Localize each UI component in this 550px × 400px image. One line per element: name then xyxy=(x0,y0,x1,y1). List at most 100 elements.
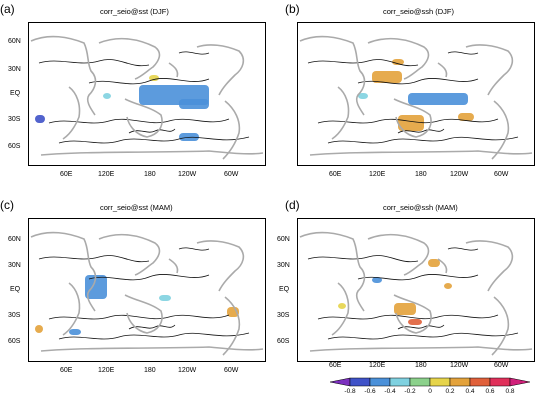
lon-label: 120W xyxy=(178,171,197,178)
correlation-patch xyxy=(179,99,209,109)
correlation-patch xyxy=(69,329,81,335)
contour-line xyxy=(307,59,419,67)
lon-label: 120E xyxy=(98,171,115,178)
colorbar-tick: 0.8 xyxy=(505,388,515,395)
lon-label: 60E xyxy=(60,171,73,178)
colorbar-tick: -0.8 xyxy=(344,388,356,395)
correlation-patch xyxy=(372,277,382,283)
contour-line xyxy=(317,314,499,320)
correlation-patch xyxy=(408,93,468,105)
coastline xyxy=(40,150,264,156)
coastline xyxy=(437,258,448,274)
lon-label: 60E xyxy=(60,367,73,374)
map-frame xyxy=(297,218,535,362)
map-svg xyxy=(30,231,264,356)
lat-label: EQ xyxy=(10,286,21,293)
colorbar-swatch xyxy=(369,377,391,387)
contour-line xyxy=(397,324,445,330)
colorbar-swatch xyxy=(389,377,411,387)
lat-label: EQ xyxy=(279,286,290,293)
correlation-patch xyxy=(358,93,368,99)
colorbar-tick: 0.4 xyxy=(465,388,475,395)
coastline xyxy=(491,296,510,356)
colorbar-swatch xyxy=(449,377,471,387)
coastline xyxy=(124,98,163,138)
lat-label: 60N xyxy=(8,38,21,45)
lat-label: 30S xyxy=(8,312,21,319)
lat-label: 60S xyxy=(8,338,21,345)
lon-label: 60W xyxy=(494,171,509,178)
coastline xyxy=(491,100,510,160)
map-svg xyxy=(30,35,264,160)
lat-label: 60N xyxy=(277,236,290,243)
coastline xyxy=(309,150,533,156)
coastline xyxy=(299,35,366,116)
coastline xyxy=(393,294,432,334)
contour-line xyxy=(447,51,479,55)
panel-c: (c) corr_seio@sst (MAM) 60N 30N EQ 30S 6… xyxy=(0,196,270,386)
panel-b: (b) corr_seio@ssh (DJF) 60E 120E 180 120… xyxy=(275,0,545,190)
correlation-patch xyxy=(458,113,474,121)
coastline xyxy=(367,233,430,276)
contour-line xyxy=(317,118,499,124)
coastline xyxy=(331,282,350,336)
colorbar-swatch xyxy=(509,377,531,387)
lon-label: 60W xyxy=(224,171,239,178)
lon-label: 180 xyxy=(144,171,156,178)
lat-label: 60N xyxy=(8,236,21,243)
panel-title: corr_seio@ssh (MAM) xyxy=(383,203,458,212)
contour-line xyxy=(178,247,210,251)
correlation-patch xyxy=(444,283,452,289)
correlation-patch xyxy=(35,325,43,333)
colorbar: -0.8 -0.6 -0.4 -0.2 0 0.2 0.4 0.6 0.8 xyxy=(320,376,540,396)
coastline xyxy=(98,233,161,276)
contour-line xyxy=(58,332,250,340)
colorbar-tick: -0.2 xyxy=(404,388,416,395)
colorbar-tick: -0.4 xyxy=(384,388,396,395)
coastline xyxy=(30,35,97,116)
lon-label: 60E xyxy=(329,362,342,369)
coastline xyxy=(30,231,97,312)
contour-line xyxy=(447,247,479,251)
coastline xyxy=(299,231,366,312)
lat-label: 30N xyxy=(8,66,21,73)
correlation-patch xyxy=(392,59,404,65)
contour-line xyxy=(128,324,176,330)
contour-line xyxy=(88,78,210,85)
colorbar-swatch xyxy=(409,377,431,387)
contour-line xyxy=(397,128,445,134)
correlation-patch xyxy=(85,275,107,299)
map-frame xyxy=(28,218,266,362)
panel-a: (a) corr_seio@sst (DJF) 60N 30N EQ 30S 6… xyxy=(0,0,270,190)
lat-label: 30S xyxy=(8,116,21,123)
coastline xyxy=(331,86,350,140)
lon-label: 120W xyxy=(450,171,469,178)
coastline xyxy=(62,282,81,336)
coastline xyxy=(40,346,264,352)
colorbar-swatch xyxy=(329,377,351,387)
colorbar-tick: 0.2 xyxy=(445,388,455,395)
contour-line xyxy=(327,136,519,144)
panel-title: corr_seio@ssh (DJF) xyxy=(383,7,454,16)
map-svg xyxy=(299,35,533,160)
map-svg xyxy=(299,231,533,356)
coastline xyxy=(393,98,432,138)
contour-line xyxy=(88,274,210,281)
correlation-patch xyxy=(408,319,422,325)
contour-line xyxy=(357,274,479,281)
correlation-patch xyxy=(398,115,424,131)
lon-label: 120E xyxy=(98,367,115,374)
coastline xyxy=(196,44,245,96)
correlation-patch xyxy=(149,75,159,81)
correlation-patch xyxy=(394,303,416,315)
colorbar-tick: 0 xyxy=(428,388,432,395)
contour-line xyxy=(128,128,176,134)
coastline xyxy=(222,100,241,160)
map-frame xyxy=(28,22,266,166)
panel-title: corr_seio@sst (DJF) xyxy=(100,7,169,16)
colorbar-swatch xyxy=(429,377,451,387)
lon-label: 180 xyxy=(144,367,156,374)
panel-letter: (b) xyxy=(285,2,300,16)
lon-label: 180 xyxy=(415,362,427,369)
lat-label: 60S xyxy=(277,338,290,345)
